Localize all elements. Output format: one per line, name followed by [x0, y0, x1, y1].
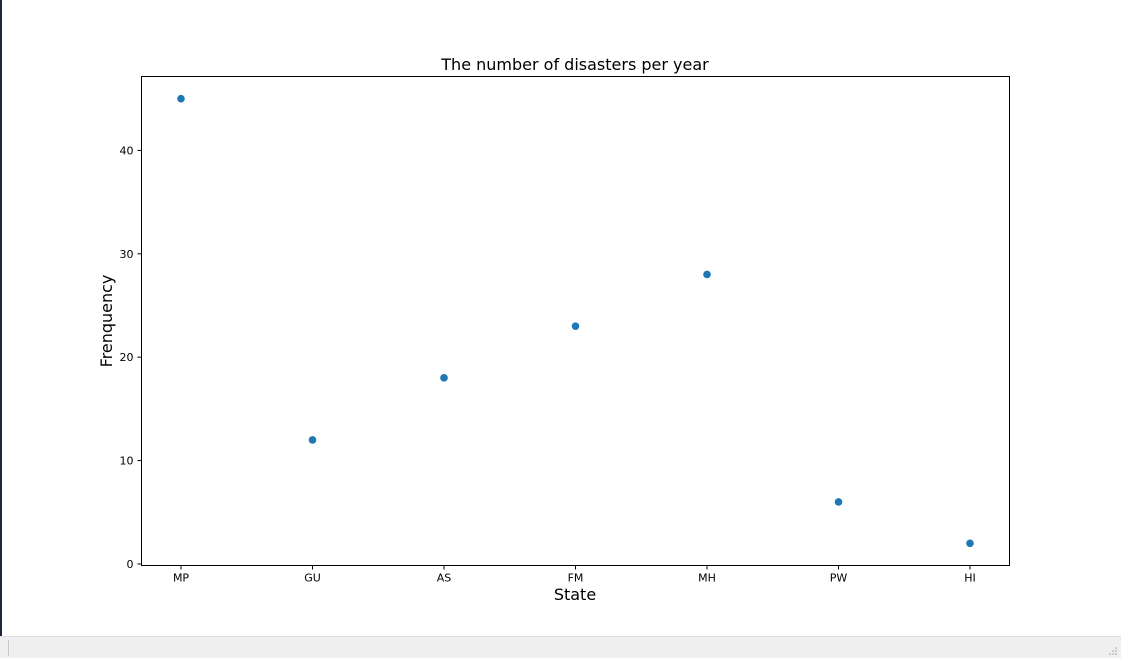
plot-area-frame [141, 76, 1010, 566]
status-divider [8, 640, 9, 656]
y-tick-label: 30 [120, 248, 134, 261]
x-tick-label: AS [437, 572, 452, 585]
data-point [834, 498, 843, 506]
data-point [571, 322, 580, 330]
x-axis-label: State [554, 585, 596, 604]
scatter-chart: The number of disasters per year 0 10 20 30… [97, 55, 1010, 604]
window-left-border [0, 0, 2, 636]
status-bar [0, 636, 1121, 658]
y-axis-ticks: 0 10 20 30 40 [120, 144, 142, 571]
x-tick-label: HI [964, 572, 976, 585]
y-tick-label: 10 [120, 455, 134, 468]
x-axis-ticks: MP GU AS FM MH PW HI [173, 565, 976, 585]
chart-title: The number of disasters per year [440, 55, 709, 74]
data-points [177, 94, 974, 548]
y-tick-label: 40 [120, 144, 134, 157]
x-tick-label: GU [304, 572, 321, 585]
resize-grip-icon[interactable] [1108, 646, 1118, 656]
x-tick-label: MP [173, 572, 189, 585]
y-tick-label: 20 [120, 351, 134, 364]
data-point [703, 270, 711, 279]
data-point [440, 374, 448, 382]
y-tick-label: 0 [127, 558, 134, 571]
data-point [966, 539, 974, 548]
x-tick-label: FM [568, 572, 584, 585]
data-point [308, 436, 317, 444]
data-point [177, 94, 185, 103]
x-tick-label: PW [830, 572, 848, 585]
x-tick-label: MH [698, 572, 716, 585]
y-axis-label: Frenquency [97, 275, 116, 368]
